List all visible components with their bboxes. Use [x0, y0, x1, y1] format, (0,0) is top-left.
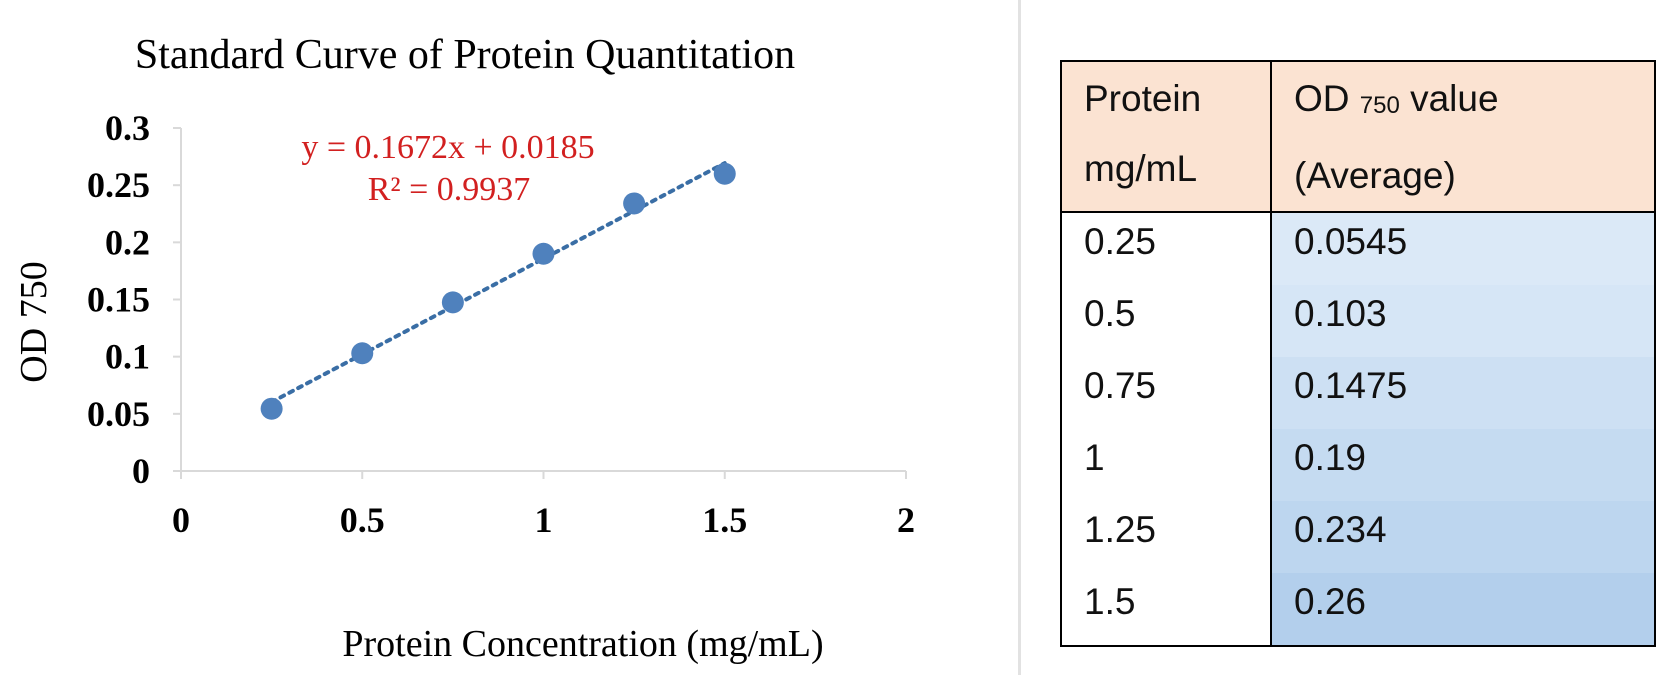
y-tick-label: 0.25: [87, 165, 150, 205]
od-cell: 0.0545: [1270, 211, 1656, 285]
od-cell: 0.26: [1270, 573, 1656, 647]
header-od-prefix: OD: [1294, 78, 1350, 119]
chart-title: Standard Curve of Protein Quantitation: [135, 32, 795, 78]
x-tick-label: 0: [172, 500, 190, 540]
protein-cell: 0.5: [1060, 285, 1272, 357]
trendline: [269, 161, 727, 405]
y-axis-label: OD 750: [13, 261, 55, 382]
y-tick-label: 0.3: [105, 108, 150, 148]
protein-cell: 0.75: [1060, 357, 1272, 429]
x-tick-label: 0.5: [340, 500, 385, 540]
data-point: [260, 397, 283, 420]
data-point: [532, 242, 555, 265]
trendline-equation: y = 0.1672x + 0.0185: [301, 129, 594, 166]
table-row: 1.5 0.26: [1060, 573, 1656, 647]
data-point: [713, 162, 736, 185]
header-od: OD 750 value (Average): [1270, 60, 1656, 213]
header-protein-line1: Protein: [1084, 78, 1202, 119]
header-od-subscript: 750: [1359, 92, 1400, 119]
y-tick-label: 0: [132, 451, 150, 491]
od-cell: 0.234: [1270, 501, 1656, 573]
protein-cell: 0.25: [1060, 211, 1272, 285]
scatter-chart: Standard Curve of Protein Quantitation O…: [13, 32, 915, 665]
data-point: [623, 192, 646, 215]
table-header-row: Protein mg/mL OD 750 value (Average): [1060, 60, 1656, 213]
y-tick-label: 0.1: [105, 337, 150, 377]
header-protein: Protein mg/mL: [1060, 60, 1272, 213]
header-protein-line2: mg/mL: [1084, 148, 1198, 189]
data-points: [260, 162, 736, 420]
data-point: [441, 291, 464, 314]
protein-cell: 1: [1060, 429, 1272, 501]
standard-data-table: Protein mg/mL OD 750 value (Average) 0.2…: [1060, 60, 1656, 647]
trendline-r-squared: R² = 0.9937: [368, 171, 531, 208]
header-od-suffix: value: [1410, 78, 1499, 119]
od-cell: 0.19: [1270, 429, 1656, 501]
y-tick-label: 0.2: [105, 222, 150, 262]
tick-labels: 0 0.05 0.1 0.15 0.2 0.25 0.3 0 0.5 1 1.5 2: [87, 108, 915, 540]
header-od-line2: (Average): [1294, 155, 1456, 196]
x-tick-label: 1: [535, 500, 553, 540]
table-body: 0.25 0.0545 0.5 0.103 0.75 0.1475 1 0.19…: [1060, 211, 1656, 647]
od-cell: 0.103: [1270, 285, 1656, 357]
axes: [173, 127, 907, 479]
x-tick-label: 1.5: [702, 500, 747, 540]
od-cell: 0.1475: [1270, 357, 1656, 429]
protein-cell: 1.5: [1060, 573, 1272, 647]
data-point: [351, 342, 374, 365]
chart-panel: Standard Curve of Protein Quantitation O…: [13, 32, 915, 665]
y-tick-label: 0.05: [87, 394, 150, 434]
table-row: 1.25 0.234: [1060, 501, 1656, 573]
y-tick-label: 0.15: [87, 280, 150, 320]
protein-cell: 1.25: [1060, 501, 1272, 573]
x-axis-label: Protein Concentration (mg/mL): [342, 623, 823, 665]
table-row: 0.5 0.103: [1060, 285, 1656, 357]
table-row: 1 0.19: [1060, 429, 1656, 501]
table-row: 0.75 0.1475: [1060, 357, 1656, 429]
panel-divider: [1018, 0, 1021, 675]
trendline-group: [269, 161, 727, 405]
table-row: 0.25 0.0545: [1060, 211, 1656, 285]
x-tick-label: 2: [897, 500, 915, 540]
